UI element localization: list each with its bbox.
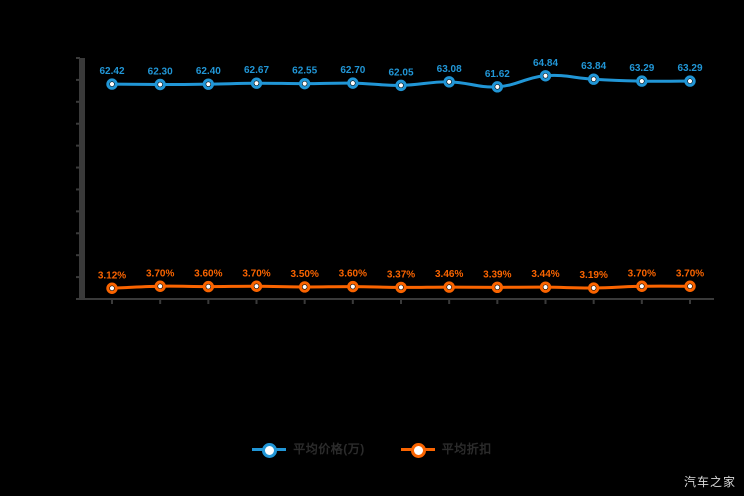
data-label: 62.42 bbox=[99, 66, 124, 77]
data-label: 3.70% bbox=[628, 268, 656, 279]
data-label: 62.40 bbox=[196, 66, 221, 77]
legend-item-discount[interactable]: 平均折扣 bbox=[400, 440, 492, 458]
data-label: 63.08 bbox=[437, 64, 462, 75]
watermark-autohome: 汽车之家 bbox=[683, 475, 736, 489]
data-label: 3.37% bbox=[387, 269, 415, 280]
data-label: 61.62 bbox=[485, 69, 510, 80]
data-point-core bbox=[158, 284, 163, 289]
data-label: 64.84 bbox=[533, 58, 558, 69]
data-label: 3.39% bbox=[483, 269, 511, 280]
data-label: 3.60% bbox=[339, 269, 367, 280]
data-point-core bbox=[109, 286, 115, 291]
data-point-core bbox=[206, 82, 211, 87]
data-point-core bbox=[639, 79, 644, 84]
data-point-core bbox=[398, 83, 404, 88]
data-point-core bbox=[543, 73, 548, 78]
data-label: 3.70% bbox=[146, 268, 174, 279]
data-label: 3.60% bbox=[194, 269, 222, 280]
data-label: 62.67 bbox=[244, 65, 269, 76]
data-label: 63.84 bbox=[581, 61, 606, 72]
chart-series-layer bbox=[106, 70, 696, 294]
data-label: 62.30 bbox=[148, 67, 173, 78]
data-label: 63.29 bbox=[677, 63, 702, 74]
data-point-core bbox=[254, 284, 259, 289]
data-label: 3.44% bbox=[531, 269, 559, 280]
data-point-core bbox=[447, 284, 452, 290]
data-point-core bbox=[398, 285, 404, 290]
series-price bbox=[106, 70, 696, 93]
chart-legend: 平均价格(万) 平均折扣 bbox=[0, 440, 744, 458]
data-point-core bbox=[158, 82, 163, 87]
data-label: 3.70% bbox=[242, 268, 270, 279]
data-point-core bbox=[206, 284, 211, 289]
data-point-core bbox=[495, 285, 500, 290]
data-label: 62.70 bbox=[340, 65, 365, 76]
data-label: 3.50% bbox=[290, 269, 318, 280]
data-point-core bbox=[687, 79, 693, 84]
data-point-core bbox=[639, 284, 644, 289]
data-point-core bbox=[495, 84, 500, 89]
data-point-core bbox=[543, 285, 548, 290]
data-label: 62.55 bbox=[292, 66, 317, 77]
data-label: 62.05 bbox=[388, 67, 413, 78]
data-point-core bbox=[109, 81, 115, 87]
circle-marker-icon bbox=[252, 442, 287, 458]
x-axis-ticks bbox=[111, 299, 691, 304]
data-label: 3.19% bbox=[579, 270, 607, 281]
data-label: 3.46% bbox=[435, 269, 463, 280]
legend-label-price: 平均价格(万) bbox=[293, 442, 365, 456]
data-point-core bbox=[254, 81, 259, 86]
chart-data-labels: 62.42 62.30 62.40 62.67 62.55 62.70 62.05 63.08… bbox=[98, 58, 704, 281]
legend-item-price[interactable]: 平均价格(万) bbox=[252, 440, 365, 458]
chart-axes bbox=[76, 57, 714, 304]
circle-marker-icon bbox=[400, 442, 435, 458]
data-point-core bbox=[302, 81, 307, 86]
data-point-core bbox=[350, 284, 355, 289]
data-point-core bbox=[591, 77, 596, 82]
data-point-core bbox=[447, 79, 452, 84]
legend-label-discount: 平均折扣 bbox=[441, 442, 492, 456]
data-point-core bbox=[350, 81, 355, 86]
y-axis-ticks bbox=[76, 57, 80, 300]
data-point-core bbox=[687, 284, 693, 289]
data-point-core bbox=[302, 284, 307, 290]
data-label: 3.12% bbox=[98, 270, 126, 281]
data-label: 3.70% bbox=[676, 268, 704, 279]
data-label: 63.29 bbox=[629, 63, 654, 74]
series-discount bbox=[106, 280, 696, 294]
data-point-core bbox=[591, 285, 596, 291]
